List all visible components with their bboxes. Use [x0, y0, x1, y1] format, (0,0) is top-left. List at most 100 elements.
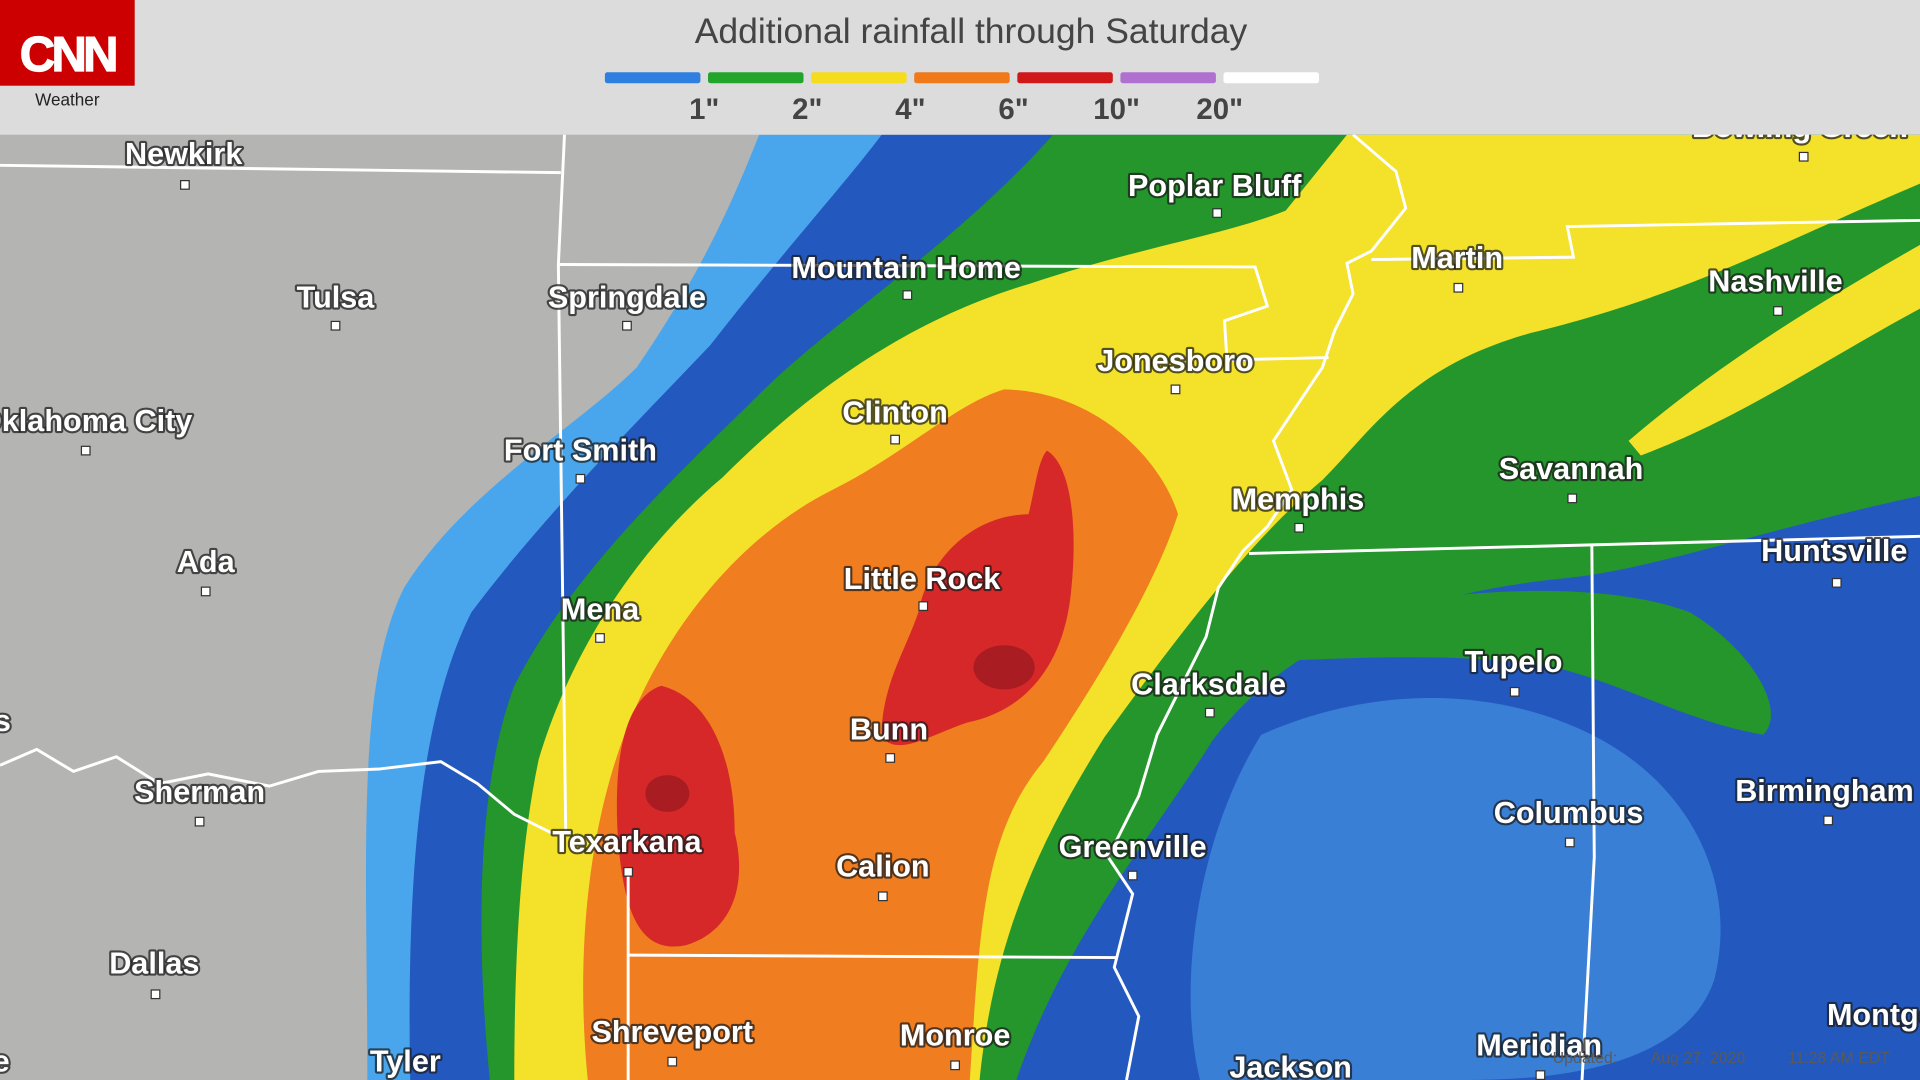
legend-label: 2" — [792, 93, 822, 126]
city-dot — [595, 633, 605, 643]
state-border — [0, 747, 552, 834]
city-dot — [80, 445, 91, 456]
city-label: Dallas — [109, 946, 199, 980]
state-border — [558, 263, 1329, 362]
city-label: Mena — [561, 593, 640, 627]
city-dot — [667, 1056, 678, 1067]
legend-label: 6" — [998, 93, 1028, 126]
city-label: Martin — [1411, 241, 1503, 275]
city-dot — [877, 891, 888, 902]
city-label: Monroe — [900, 1019, 1011, 1053]
city-label: Texarkana — [552, 825, 702, 859]
city-label: Montgomery — [1827, 998, 1920, 1032]
city-dot — [200, 586, 211, 597]
city-dot — [1564, 837, 1575, 848]
state-border — [1371, 218, 1920, 262]
city-label: Savannah — [1499, 452, 1644, 486]
state-border — [556, 134, 568, 833]
city-label: s — [0, 704, 11, 738]
legend: 1" 2" 4" 6" 10" 20" — [604, 72, 1320, 126]
city-dot — [1170, 384, 1181, 395]
city-dot — [575, 473, 586, 484]
city-label: Columbus — [1494, 796, 1644, 830]
legend-swatch — [1120, 72, 1216, 84]
state-border — [0, 163, 561, 175]
map-title: Additional rainfall through Saturday — [695, 11, 1248, 51]
updated-note: Updated: Aug 27, 2020 11:28 AM EDT — [1553, 1050, 1891, 1067]
city-labels: Bowling GreenNewkirkPoplar BluffMountain… — [0, 108, 1920, 1080]
city-label: Ada — [177, 545, 236, 579]
city-label: Oklahoma City — [0, 404, 192, 438]
city-dot — [1798, 151, 1809, 162]
city-dot — [1535, 1070, 1546, 1080]
city-dot — [1294, 522, 1305, 533]
rain-dark-red — [973, 645, 1035, 690]
state-border — [1580, 544, 1596, 1080]
city-label: Calion — [836, 850, 930, 884]
city-dot — [623, 866, 634, 877]
city-dot — [918, 601, 929, 612]
city-label: Springdale — [548, 280, 706, 314]
header-bar — [0, 0, 1920, 135]
legend-label: 4" — [895, 93, 925, 126]
city-dot — [1773, 306, 1783, 316]
city-label: Tupelo — [1464, 645, 1562, 679]
state-borders — [0, 133, 1920, 1080]
rain-areas — [365, 134, 1920, 1080]
city-label: Tulsa — [297, 280, 376, 314]
city-label: Bunn — [850, 713, 928, 747]
city-dot — [180, 180, 190, 190]
city-label: Greenville — [1059, 830, 1207, 864]
legend-swatch — [604, 72, 701, 84]
city-label: Mountain Home — [791, 251, 1021, 285]
city-dot — [1823, 815, 1834, 826]
city-dot — [330, 320, 341, 331]
legend-label: 1" — [689, 93, 719, 126]
rain-yellow-ribbon — [1628, 244, 1920, 456]
city-dot — [902, 290, 913, 301]
legend-label: 20" — [1196, 93, 1243, 126]
city-label: Fort Smith — [504, 433, 657, 467]
city-label: Nashville — [1708, 264, 1842, 298]
city-dot — [1204, 707, 1215, 718]
section-label: Weather — [35, 89, 100, 109]
city-label: Clarksdale — [1131, 667, 1286, 701]
state-border — [626, 871, 1117, 1080]
logo: CNN — [20, 28, 116, 82]
city-label: Sherman — [134, 775, 265, 809]
legend-label: 10" — [1093, 93, 1140, 126]
legend-swatch — [811, 72, 907, 84]
mississippi-river — [1106, 133, 1408, 1080]
city-label: Jonesboro — [1097, 344, 1253, 378]
city-label: Little Rock — [844, 562, 1001, 596]
city-dot — [885, 753, 896, 763]
rain-green-band — [1248, 590, 1771, 735]
rain-red — [616, 685, 740, 947]
city-label: Jackson — [1229, 1051, 1352, 1080]
city-label: Memphis — [1232, 482, 1365, 516]
logo-box — [0, 0, 135, 86]
city-label: e — [0, 1044, 10, 1078]
city-label: Clinton — [842, 395, 947, 429]
city-label: Tyler — [370, 1044, 441, 1078]
updated-time: 11:28 AM EDT — [1788, 1050, 1891, 1067]
city-dot — [890, 434, 901, 445]
city-dot — [194, 816, 205, 827]
city-dot — [1127, 870, 1138, 881]
city-label: Meridian — [1476, 1029, 1602, 1063]
city-label: Huntsville — [1761, 534, 1907, 568]
city-dot — [950, 1060, 961, 1071]
city-dot — [622, 320, 632, 331]
legend-swatch — [1017, 72, 1113, 84]
city-dot — [1453, 282, 1464, 293]
rain-dark-red — [645, 775, 690, 812]
city-dot — [1831, 577, 1842, 588]
city-dot — [1212, 208, 1223, 218]
updated-label: Updated: — [1553, 1050, 1618, 1067]
legend-swatch — [914, 72, 1010, 84]
city-label: Poplar Bluff — [1128, 169, 1302, 203]
city-label: Birmingham — [1735, 774, 1914, 808]
city-label: Shreveport — [591, 1015, 753, 1049]
